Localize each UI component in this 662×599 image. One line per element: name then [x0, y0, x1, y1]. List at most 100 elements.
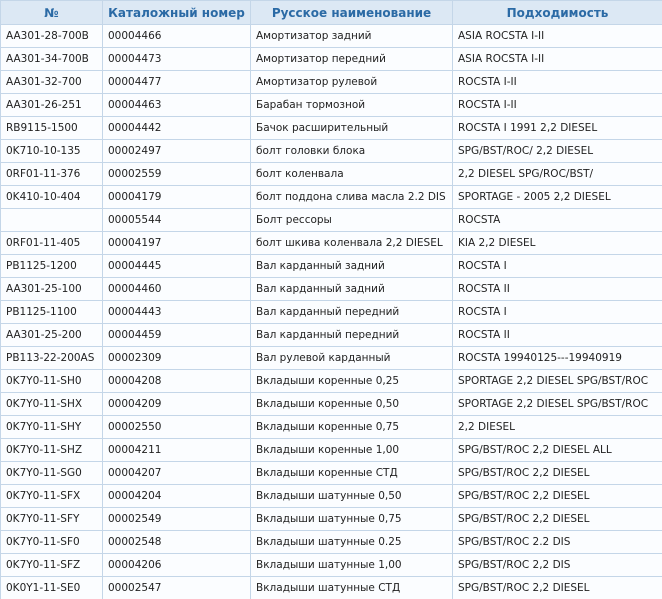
table-cell: ROCSTA I	[452, 300, 662, 324]
table-cell: 0K7Y0-11-SHX	[0, 392, 103, 416]
table-cell: KIA 2,2 DIESEL	[452, 231, 662, 255]
table-cell: ROCSTA I-II	[452, 93, 662, 117]
table-row: AA301-34-700B 00004473 Амортизатор передни…	[0, 47, 662, 71]
table-cell: SPG/BST/ROC 2.2 DIS	[452, 530, 662, 554]
table-cell: 00004209	[102, 392, 251, 416]
table-row: 0K7Y0-11-SFZ 00004206 Вкладыши шатунные 1,…	[0, 553, 662, 577]
column-header: Русское наименование	[250, 0, 453, 25]
table-cell: RB9115-1500	[0, 116, 103, 140]
table-cell: 00002548	[102, 530, 251, 554]
table-row: 0K7Y0-11-SFY 00002549 Вкладыши шатунные 0,…	[0, 507, 662, 531]
table-cell: SPORTAGE 2,2 DIESEL SPG/BST/ROC	[452, 369, 662, 393]
table-row: AA301-32-700 00004477 Амортизатор рулевой R…	[0, 70, 662, 94]
table-cell: Вкладыши коренные 0,25	[250, 369, 453, 393]
table-cell: ROCSTA I 1991 2,2 DIESEL	[452, 116, 662, 140]
table-cell: 00004477	[102, 70, 251, 94]
table-cell: Болт рессоры	[250, 208, 453, 232]
table-cell: Вкладыши шатунные 0,75	[250, 507, 453, 531]
table-cell: Амортизатор рулевой	[250, 70, 453, 94]
table-cell: 0RF01-11-376	[0, 162, 103, 186]
table-cell: болт коленвала	[250, 162, 453, 186]
table-cell: SPG/BST/ROC 2,2 DIESEL	[452, 484, 662, 508]
table-cell: 00005544	[102, 208, 251, 232]
table-cell: 00004442	[102, 116, 251, 140]
column-header: №	[0, 0, 103, 25]
table-row: AA301-25-100 00004460 Вал карданный задний…	[0, 277, 662, 301]
table-row: AA301-25-200 00004459 Вал карданный передн…	[0, 323, 662, 347]
table-cell: Вал рулевой карданный	[250, 346, 453, 370]
table-cell: 00004179	[102, 185, 251, 209]
table-cell: 00004206	[102, 553, 251, 577]
column-header: Подходимость	[452, 0, 662, 25]
table-row: 0K7Y0-11-SG0 00004207 Вкладыши коренные СТ…	[0, 461, 662, 485]
table-cell: Вкладыши коренные СТД	[250, 461, 453, 485]
table-cell: 00004208	[102, 369, 251, 393]
table-cell: 00004459	[102, 323, 251, 347]
table-row: 0K7Y0-11-SF0 00002548 Вкладыши шатунные 0.…	[0, 530, 662, 554]
table-cell: 0K0Y1-11-SE0	[0, 576, 103, 599]
table-cell: SPG/BST/ROC 2,2 DIESEL	[452, 461, 662, 485]
table-cell: Барабан тормозной	[250, 93, 453, 117]
table-row: AA301-28-700B 00004466 Амортизатор задний A…	[0, 24, 662, 48]
table-row: 0K7Y0-11-SHZ 00004211 Вкладыши коренные 1,…	[0, 438, 662, 462]
table-cell: Вкладыши коренные 0,75	[250, 415, 453, 439]
table-cell: ASIA ROCSTA I-II	[452, 24, 662, 48]
table-cell: ROCSTA II	[452, 277, 662, 301]
table-cell: 0K7Y0-11-SH0	[0, 369, 103, 393]
table-cell: 0K710-10-135	[0, 139, 103, 163]
table-cell: 2,2 DIESEL	[452, 415, 662, 439]
table-cell: Вкладыши коренные 1,00	[250, 438, 453, 462]
table-cell: ROCSTA II	[452, 323, 662, 347]
table-cell: 00004463	[102, 93, 251, 117]
table-cell: Бачок расширительный	[250, 116, 453, 140]
table-cell: SPG/BST/ROC 2,2 DIESEL ALL	[452, 438, 662, 462]
table-cell: ASIA ROCSTA I-II	[452, 47, 662, 71]
table-cell: Амортизатор задний	[250, 24, 453, 48]
table-cell: 00004207	[102, 461, 251, 485]
table-row: 0RF01-11-405 00004197 болт шкива коленвала…	[0, 231, 662, 255]
table-cell: ROCSTA I	[452, 254, 662, 278]
table-cell: Вкладыши шатунные 0.25	[250, 530, 453, 554]
table-cell: 0K7Y0-11-SG0	[0, 461, 103, 485]
table-cell: 0K7Y0-11-SHY	[0, 415, 103, 439]
table-cell: Вал карданный передний	[250, 323, 453, 347]
table-row: 0K7Y0-11-SHX 00004209 Вкладыши коренные 0,…	[0, 392, 662, 416]
table-cell: Амортизатор передний	[250, 47, 453, 71]
table-cell	[0, 208, 103, 232]
table-row: 0K410-10-404 00004179 болт поддона слива м…	[0, 185, 662, 209]
table-cell: 2,2 DIESEL SPG/ROC/BST/	[452, 162, 662, 186]
table-cell: SPORTAGE - 2005 2,2 DIESEL	[452, 185, 662, 209]
table-cell: 0K7Y0-11-SHZ	[0, 438, 103, 462]
column-header: Каталожный номер	[102, 0, 251, 25]
table-cell: SPG/BST/ROC 2,2 DIESEL	[452, 576, 662, 599]
table-cell: AA301-28-700B	[0, 24, 103, 48]
table-cell: AA301-34-700B	[0, 47, 103, 71]
table-cell: SPG/BST/ROC 2,2 DIESEL	[452, 507, 662, 531]
table-row: PB113-22-200AS 00002309 Вал рулевой кардан…	[0, 346, 662, 370]
table-cell: болт поддона слива масла 2.2 DIS	[250, 185, 453, 209]
table-cell: 00002549	[102, 507, 251, 531]
table-cell: Вал карданный задний	[250, 277, 453, 301]
table-cell: 0RF01-11-405	[0, 231, 103, 255]
table-cell: ROCSTA	[452, 208, 662, 232]
table-row: 0K7Y0-11-SHY 00002550 Вкладыши коренные 0,…	[0, 415, 662, 439]
table-cell: 00002309	[102, 346, 251, 370]
table-cell: Вкладыши шатунные 0,50	[250, 484, 453, 508]
table-cell: AA301-32-700	[0, 70, 103, 94]
table-cell: 0K410-10-404	[0, 185, 103, 209]
table-cell: 00004460	[102, 277, 251, 301]
table-cell: PB1125-1100	[0, 300, 103, 324]
table-cell: SPG/BST/ROC/ 2,2 DIESEL	[452, 139, 662, 163]
table-row: PB1125-1100 00004443 Вал карданный передни…	[0, 300, 662, 324]
table-cell: 00004211	[102, 438, 251, 462]
table-cell: PB1125-1200	[0, 254, 103, 278]
table-cell: 00004197	[102, 231, 251, 255]
table-cell: AA301-25-100	[0, 277, 103, 301]
table-body: AA301-28-700B 00004466 Амортизатор задний A…	[0, 24, 662, 599]
table-cell: 00002559	[102, 162, 251, 186]
table-cell: PB113-22-200AS	[0, 346, 103, 370]
table-cell: Вкладыши шатунные 1,00	[250, 553, 453, 577]
table-cell: SPG/BST/ROC 2,2 DIS	[452, 553, 662, 577]
